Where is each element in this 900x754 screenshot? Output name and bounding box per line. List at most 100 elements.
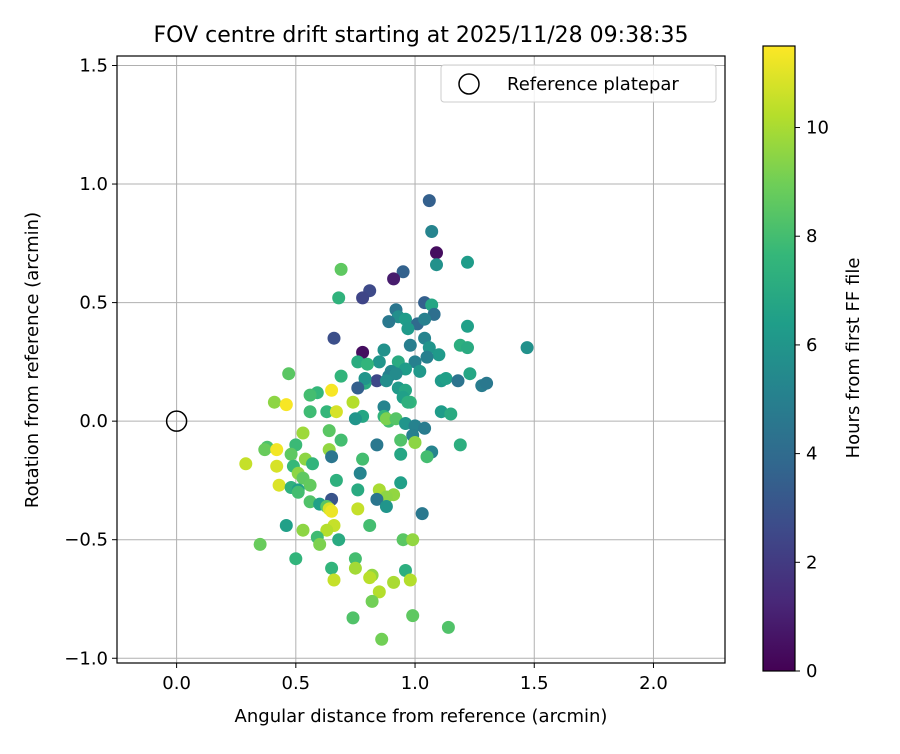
data-point <box>329 473 343 487</box>
data-point <box>270 459 284 473</box>
legend: Reference platepar <box>440 64 717 103</box>
data-point <box>406 533 420 547</box>
data-point <box>346 611 360 625</box>
data-point <box>239 457 253 471</box>
data-point <box>418 312 432 326</box>
y-tick-label: −0.5 <box>64 530 108 551</box>
data-point <box>396 265 410 279</box>
data-point <box>377 400 391 414</box>
data-point <box>403 573 417 587</box>
data-point <box>267 395 281 409</box>
data-point <box>379 500 393 513</box>
y-tick-label: −1.0 <box>64 648 108 669</box>
data-point <box>372 355 386 369</box>
data-point <box>401 322 415 336</box>
chart-title: FOV centre drift starting at 2025/11/28 … <box>154 23 689 48</box>
data-point <box>394 433 408 447</box>
data-point <box>356 452 370 466</box>
data-point <box>363 571 377 585</box>
data-point <box>327 573 341 587</box>
data-point <box>356 291 370 305</box>
data-point <box>353 466 367 480</box>
colorbar-tick-label: 8 <box>806 226 817 247</box>
data-point <box>432 348 446 362</box>
x-tick-label: 0.5 <box>282 673 311 694</box>
data-point <box>444 407 458 421</box>
data-point <box>387 575 401 589</box>
data-point <box>296 523 310 537</box>
data-point <box>320 405 334 419</box>
colorbar-tick-label: 2 <box>806 552 817 573</box>
data-point <box>327 331 341 345</box>
data-point <box>379 412 393 426</box>
data-point <box>422 194 436 208</box>
data-point <box>351 381 365 395</box>
data-point <box>375 632 389 646</box>
data-point <box>332 533 346 547</box>
data-point <box>303 405 317 419</box>
x-tick-label: 1.5 <box>520 673 549 694</box>
data-point <box>348 561 362 575</box>
data-point <box>377 343 391 357</box>
data-point <box>453 438 467 452</box>
data-point <box>370 438 384 452</box>
data-point <box>451 374 465 388</box>
x-tick-label: 1.0 <box>401 673 430 694</box>
data-point <box>325 561 339 575</box>
x-tick-label: 2.0 <box>639 673 668 694</box>
data-point <box>270 443 284 457</box>
data-points <box>239 194 534 646</box>
data-point <box>389 367 403 381</box>
data-point <box>401 395 415 409</box>
data-point <box>480 376 494 390</box>
data-point <box>461 341 474 355</box>
data-point <box>279 398 293 412</box>
data-point <box>439 372 453 385</box>
data-point <box>284 447 298 461</box>
data-point <box>370 492 384 506</box>
data-point <box>272 478 286 492</box>
data-point <box>325 450 339 464</box>
colorbar-label: Hours from first FF file <box>843 258 864 459</box>
data-point <box>403 338 417 352</box>
data-point <box>322 424 336 438</box>
data-point <box>320 523 334 537</box>
data-point <box>520 341 534 355</box>
data-point <box>396 533 410 547</box>
data-point <box>370 374 384 388</box>
data-point <box>394 447 408 461</box>
data-point <box>348 412 362 426</box>
data-point <box>329 405 343 419</box>
y-axis-ticks: −1.0 −0.5 0.0 0.5 1.0 1.5 <box>64 55 117 669</box>
colorbar-tick-label: 0 <box>806 661 817 682</box>
data-point <box>372 585 386 599</box>
x-axis-ticks: 0.0 0.5 1.0 1.5 2.0 <box>162 663 668 694</box>
data-point <box>279 519 293 532</box>
data-point <box>346 395 360 409</box>
y-tick-label: 0.5 <box>79 293 108 314</box>
x-axis-label: Angular distance from reference (arcmin) <box>235 706 608 727</box>
data-point <box>351 502 365 516</box>
data-point <box>348 552 362 566</box>
data-point <box>387 272 401 286</box>
data-point <box>463 367 477 381</box>
legend-reference-marker <box>458 73 480 95</box>
data-point <box>461 255 474 269</box>
legend-box <box>440 64 717 103</box>
reference-marker <box>165 410 188 432</box>
data-point <box>394 476 408 490</box>
y-axis-label: Rotation from reference (arcmin) <box>22 212 43 508</box>
y-tick-label: 1.0 <box>79 174 108 195</box>
colorbar-tick-label: 6 <box>806 335 817 356</box>
x-tick-label: 0.0 <box>162 673 191 694</box>
reference-platepar-point <box>165 410 188 432</box>
colorbar <box>762 45 796 672</box>
data-point <box>291 485 305 499</box>
data-point <box>325 504 339 518</box>
data-point <box>303 478 317 492</box>
data-point <box>325 383 339 397</box>
data-point <box>358 372 372 385</box>
data-point <box>351 483 365 497</box>
data-point <box>313 537 327 551</box>
